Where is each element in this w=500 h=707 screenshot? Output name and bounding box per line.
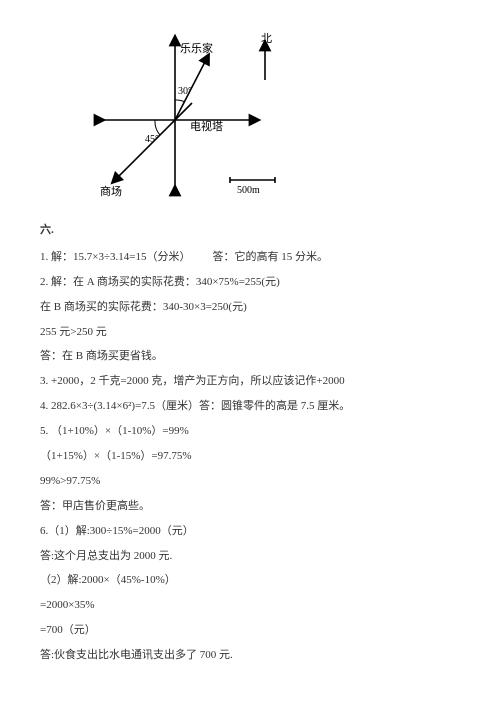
lele-home-label: 乐乐家 [180,41,213,55]
line-14: （2）解:2000×（45%-10%） [40,570,460,591]
mall-label: 商场 [100,184,122,198]
section-title: 六. [40,220,460,241]
angle-45-label: 45° [145,134,159,145]
line-6: 3. +2000，2 千克=2000 克，增产为正方向，所以应该记作+2000 [40,371,460,392]
line-10: 99%>97.75% [40,471,460,492]
line-15: =2000×35% [40,595,460,616]
line-4: 255 元>250 元 [40,322,460,343]
tower-label: 电视塔 [190,119,223,133]
line-12: 6.（1）解:300÷15%=2000（元） [40,521,460,542]
angle-30-label: 30° [178,86,192,97]
north-label: 北 [261,32,272,45]
line-2: 2. 解：在 A 商场买的实际花费：340×75%=255(元) [40,272,460,293]
line-11: 答：甲店售价更高些。 [40,496,460,517]
line-1: 1. 解：15.7×3÷3.14=15（分米） 答：它的高有 15 分米。 [40,247,460,268]
line-16: =700（元） [40,620,460,641]
line-17: 答:伙食支出比水电通讯支出多了 700 元. [40,645,460,666]
compass-diagram: 北 乐乐家 30° 电视塔 45° 商场 500m [80,30,300,210]
diagram-svg: 北 乐乐家 30° 电视塔 45° 商场 500m [80,30,300,210]
line-9: （1+15%）×（1-15%）=97.75% [40,446,460,467]
scale-label: 500m [237,185,260,196]
line-8: 5. （1+10%）×（1-10%）=99% [40,421,460,442]
line-13: 答:这个月总支出为 2000 元. [40,546,460,567]
line-7: 4. 282.6×3÷(3.14×6²)=7.5（厘米）答：圆锥零件的高是 7.… [40,396,460,417]
line-3: 在 B 商场买的实际花费：340-30×3=250(元) [40,297,460,318]
line-5: 答：在 B 商场买更省钱。 [40,346,460,367]
